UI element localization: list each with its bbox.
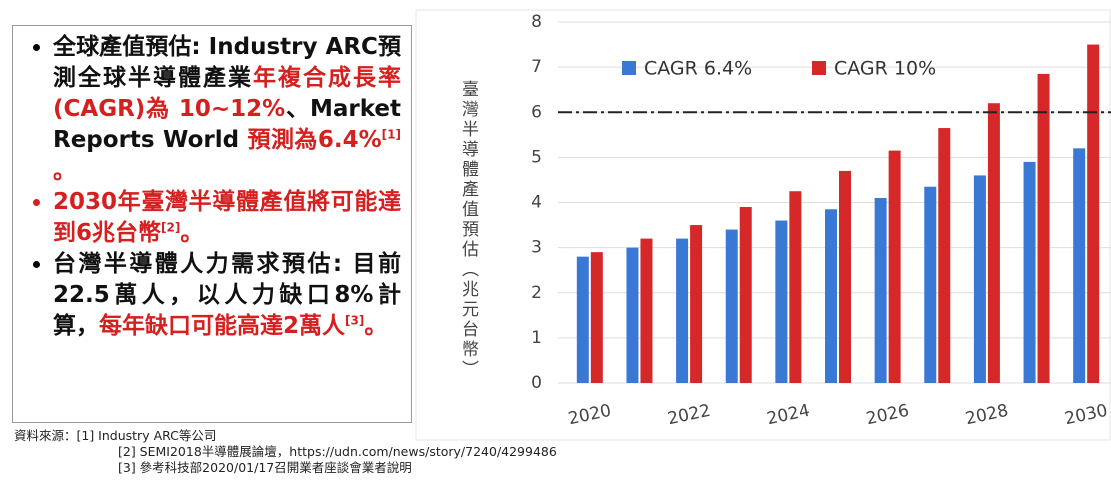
text-segment: [1] bbox=[381, 127, 401, 142]
bar bbox=[775, 220, 788, 383]
text-segment: 年複合成長率(CAGR)為 10~12% bbox=[53, 65, 401, 122]
bar bbox=[676, 238, 689, 383]
x-tick-label: 2028 bbox=[964, 401, 1010, 430]
x-tick-label: 2024 bbox=[765, 401, 811, 430]
legend-label: CAGR 10% bbox=[834, 58, 936, 80]
y-tick-label: 5 bbox=[531, 147, 542, 167]
bullet: 2030年臺灣半導體產值將可能達到6兆台幣[2]。 bbox=[53, 187, 401, 249]
bullet: 全球產值預估: Industry ARC預測全球半導體產業年複合成長率(CAGR… bbox=[53, 32, 401, 187]
legend-swatch bbox=[812, 61, 826, 75]
text-segment: [2] bbox=[161, 220, 181, 235]
y-tick-label: 0 bbox=[531, 373, 542, 393]
bar bbox=[888, 150, 901, 383]
source-line: [3] 參考科技部2020/01/17召開業者座談會業者說明 bbox=[118, 460, 412, 475]
bullet: 台灣半導體人力需求預估: 目前22.5萬人，以人力缺口8%計算，每年缺口可能高達… bbox=[53, 249, 401, 342]
legend-swatch bbox=[622, 61, 636, 75]
bar bbox=[825, 209, 837, 383]
bullet-list: 全球產值預估: Industry ARC預測全球半導體產業年複合成長率(CAGR… bbox=[23, 32, 401, 342]
y-tick-label: 4 bbox=[531, 193, 542, 213]
text-segment: 每年缺口可能高達2萬人 bbox=[99, 313, 346, 339]
bar bbox=[789, 191, 802, 383]
y-tick-label: 1 bbox=[531, 328, 542, 348]
bar bbox=[725, 229, 738, 383]
text-segment: 。 bbox=[53, 158, 76, 184]
bar bbox=[1087, 44, 1100, 383]
x-tick-label: 2020 bbox=[567, 401, 613, 430]
source-line: 資料來源：[1] Industry ARC等公司 bbox=[14, 428, 217, 443]
bar bbox=[987, 103, 1000, 383]
bar bbox=[1023, 161, 1036, 383]
bar bbox=[938, 128, 951, 383]
sources: 資料來源：[1] Industry ARC等公司 [2] SEMI2018半導體展… bbox=[14, 428, 557, 476]
bar bbox=[924, 186, 937, 383]
text-segment: [3] bbox=[345, 313, 365, 328]
x-tick-label: 2022 bbox=[666, 401, 712, 430]
y-tick-label: 7 bbox=[531, 57, 542, 77]
bar bbox=[973, 175, 986, 383]
text-segment: 、Market Reports World bbox=[53, 96, 401, 153]
bar bbox=[839, 170, 851, 383]
bar bbox=[640, 238, 653, 383]
x-tick-label: 2026 bbox=[864, 401, 910, 430]
bar bbox=[590, 252, 603, 383]
bar bbox=[690, 225, 703, 383]
text-segment: 。 bbox=[364, 313, 388, 339]
bar bbox=[1073, 148, 1086, 383]
bar bbox=[874, 197, 887, 383]
source-line: [2] SEMI2018半導體展論壇，https://udn.com/news/… bbox=[118, 444, 557, 459]
legend-label: CAGR 6.4% bbox=[644, 58, 752, 80]
y-tick-label: 2 bbox=[531, 283, 542, 303]
bar bbox=[576, 256, 589, 383]
text-segment: Industry ARC預測全球半導體產業 bbox=[53, 34, 401, 91]
bar bbox=[1037, 73, 1050, 384]
text-box: 全球產值預估: Industry ARC預測全球半導體產業年複合成長率(CAGR… bbox=[12, 25, 412, 423]
chart-frame bbox=[415, 9, 1111, 441]
text-segment: 2030年臺灣半導體產值將可能達到6兆台幣 bbox=[53, 189, 401, 246]
text-segment: 台灣半導體人力需求預估: 目前22.5萬人，以人力缺口8%計算， bbox=[53, 251, 401, 339]
text-segment: 。 bbox=[180, 220, 204, 246]
text-segment: 預測為6.4% bbox=[247, 127, 382, 153]
x-tick-label: 2030 bbox=[1063, 401, 1109, 430]
text-segment: 全球產值預估: bbox=[53, 34, 209, 60]
bar bbox=[739, 207, 752, 383]
y-tick-label: 6 bbox=[531, 102, 542, 122]
bar bbox=[626, 247, 639, 383]
y-tick-label: 8 bbox=[531, 12, 542, 32]
y-tick-label: 3 bbox=[531, 238, 542, 258]
y-axis-label: 臺灣半導體產值預估（兆元台幣） bbox=[458, 80, 479, 380]
